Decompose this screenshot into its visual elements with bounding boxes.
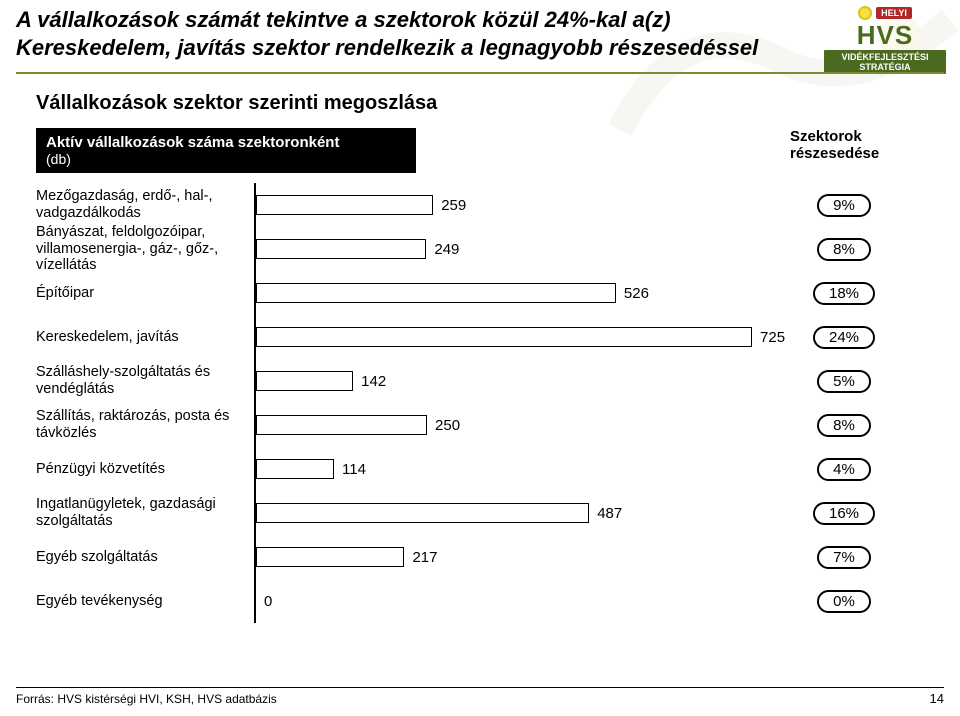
pct-bubble: 5% — [817, 370, 871, 393]
bar — [256, 371, 353, 391]
source-line: Forrás: HVS kistérségi HVI, KSH, HVS ada… — [16, 692, 277, 706]
bar-value: 526 — [618, 283, 649, 303]
logo-badge: HELYI — [876, 7, 912, 19]
bar — [256, 239, 426, 259]
bar-value: 114 — [336, 459, 366, 479]
chart-row: Bányászat, feldolgozóipar, villamosenerg… — [36, 227, 926, 271]
row-label: Szállítás, raktározás, posta és távközlé… — [36, 408, 254, 441]
chart-rows: Mezőgazdaság, erdő-, hal-, vadgazdálkodá… — [36, 183, 926, 623]
pct-cell: 24% — [774, 326, 914, 349]
pct-bubble: 9% — [817, 194, 871, 217]
bar — [256, 283, 616, 303]
pct-cell: 18% — [774, 282, 914, 305]
bar-value: 0 — [258, 591, 272, 611]
logo-main-text: HVS — [824, 22, 946, 48]
bar-area: 725 — [254, 315, 774, 359]
logo-sub-text: VIDÉKFEJLESZTÉSI STRATÉGIA — [824, 50, 946, 74]
source-text: HVS kistérségi HVI, KSH, HVS adatbázis — [57, 692, 276, 706]
source-label: Forrás: — [16, 692, 54, 706]
chart-titlebox-line2: (db) — [46, 151, 406, 167]
chart-titlebox-line1: Aktív vállalkozások száma szektoronként — [46, 134, 406, 151]
bar — [256, 503, 589, 523]
bar-value: 487 — [591, 503, 622, 523]
pct-bubble: 7% — [817, 546, 871, 569]
row-label: Ingatlanügyletek, gazdasági szolgáltatás — [36, 496, 254, 529]
row-label: Bányászat, feldolgozóipar, villamosenerg… — [36, 224, 254, 274]
chart-subheading: Vállalkozások szektor szerinti megoszlás… — [36, 92, 437, 115]
bar-area: 487 — [254, 491, 774, 535]
chart-row: Egyéb tevékenység0 0% — [36, 579, 926, 623]
pct-header-line1: Szektorok — [790, 128, 930, 145]
row-label: Szálláshely-szolgáltatás és vendéglátás — [36, 364, 254, 397]
sun-icon — [858, 6, 872, 20]
bar-area: 114 — [254, 447, 774, 491]
chart-row: Szállítás, raktározás, posta és távközlé… — [36, 403, 926, 447]
pct-cell: 9% — [774, 194, 914, 217]
bar-area: 526 — [254, 271, 774, 315]
page-header: A vállalkozások számát tekintve a szekto… — [16, 6, 820, 61]
header-divider — [16, 72, 944, 74]
bar-area: 259 — [254, 183, 774, 227]
bar-area: 250 — [254, 403, 774, 447]
slide-page: A vállalkozások számát tekintve a szekto… — [0, 0, 960, 716]
row-label: Mezőgazdaság, erdő-, hal-, vadgazdálkodá… — [36, 188, 254, 221]
pct-bubble: 8% — [817, 238, 871, 261]
logo-top-row: HELYI — [824, 6, 946, 20]
bar-value: 249 — [428, 239, 459, 259]
pct-bubble: 8% — [817, 414, 871, 437]
hvs-logo: HELYI HVS VIDÉKFEJLESZTÉSI STRATÉGIA — [824, 6, 946, 72]
chart-row: Szálláshely-szolgáltatás és vendéglátás 1… — [36, 359, 926, 403]
footer-divider — [16, 687, 944, 688]
page-title: A vállalkozások számát tekintve a szekto… — [16, 6, 820, 61]
bar — [256, 459, 334, 479]
pct-cell: 7% — [774, 546, 914, 569]
bar-value: 250 — [429, 415, 460, 435]
bar-area: 249 — [254, 227, 774, 271]
pct-bubble: 24% — [813, 326, 875, 349]
chart-row: Mezőgazdaság, erdő-, hal-, vadgazdálkodá… — [36, 183, 926, 227]
bar-value: 725 — [754, 327, 785, 347]
chart-row: Építőipar 526 18% — [36, 271, 926, 315]
pct-bubble: 18% — [813, 282, 875, 305]
chart-titlebox: Aktív vállalkozások száma szektoronként … — [36, 128, 416, 173]
pct-cell: 5% — [774, 370, 914, 393]
bar — [256, 327, 752, 347]
chart-block: Aktív vállalkozások száma szektoronként … — [36, 128, 926, 623]
row-label: Pénzügyi közvetítés — [36, 461, 254, 478]
pct-cell: 16% — [774, 502, 914, 525]
pct-bubble: 0% — [817, 590, 871, 613]
chart-row: Pénzügyi közvetítés 114 4% — [36, 447, 926, 491]
pct-cell: 8% — [774, 238, 914, 261]
pct-cell: 0% — [774, 590, 914, 613]
chart-row: Egyéb szolgáltatás 217 7% — [36, 535, 926, 579]
pct-header-line2: részesedése — [790, 145, 930, 162]
row-label: Egyéb tevékenység — [36, 593, 254, 610]
bar-value: 259 — [435, 195, 466, 215]
chart-row: Kereskedelem, javítás72524% — [36, 315, 926, 359]
bar — [256, 415, 427, 435]
pct-bubble: 4% — [817, 458, 871, 481]
bar-area: 217 — [254, 535, 774, 579]
pct-cell: 8% — [774, 414, 914, 437]
chart-row: Ingatlanügyletek, gazdasági szolgáltatás… — [36, 491, 926, 535]
row-label: Egyéb szolgáltatás — [36, 549, 254, 566]
bar-value: 217 — [406, 547, 437, 567]
row-label: Építőipar — [36, 285, 254, 302]
pct-cell: 4% — [774, 458, 914, 481]
row-label: Kereskedelem, javítás — [36, 329, 254, 346]
page-number: 14 — [930, 691, 944, 706]
bar-area: 142 — [254, 359, 774, 403]
bar-value: 142 — [355, 371, 386, 391]
pct-bubble: 16% — [813, 502, 875, 525]
bar — [256, 547, 404, 567]
pct-column-header: Szektorok részesedése — [790, 128, 930, 162]
bar — [256, 195, 433, 215]
bar-area: 0 — [254, 579, 774, 623]
